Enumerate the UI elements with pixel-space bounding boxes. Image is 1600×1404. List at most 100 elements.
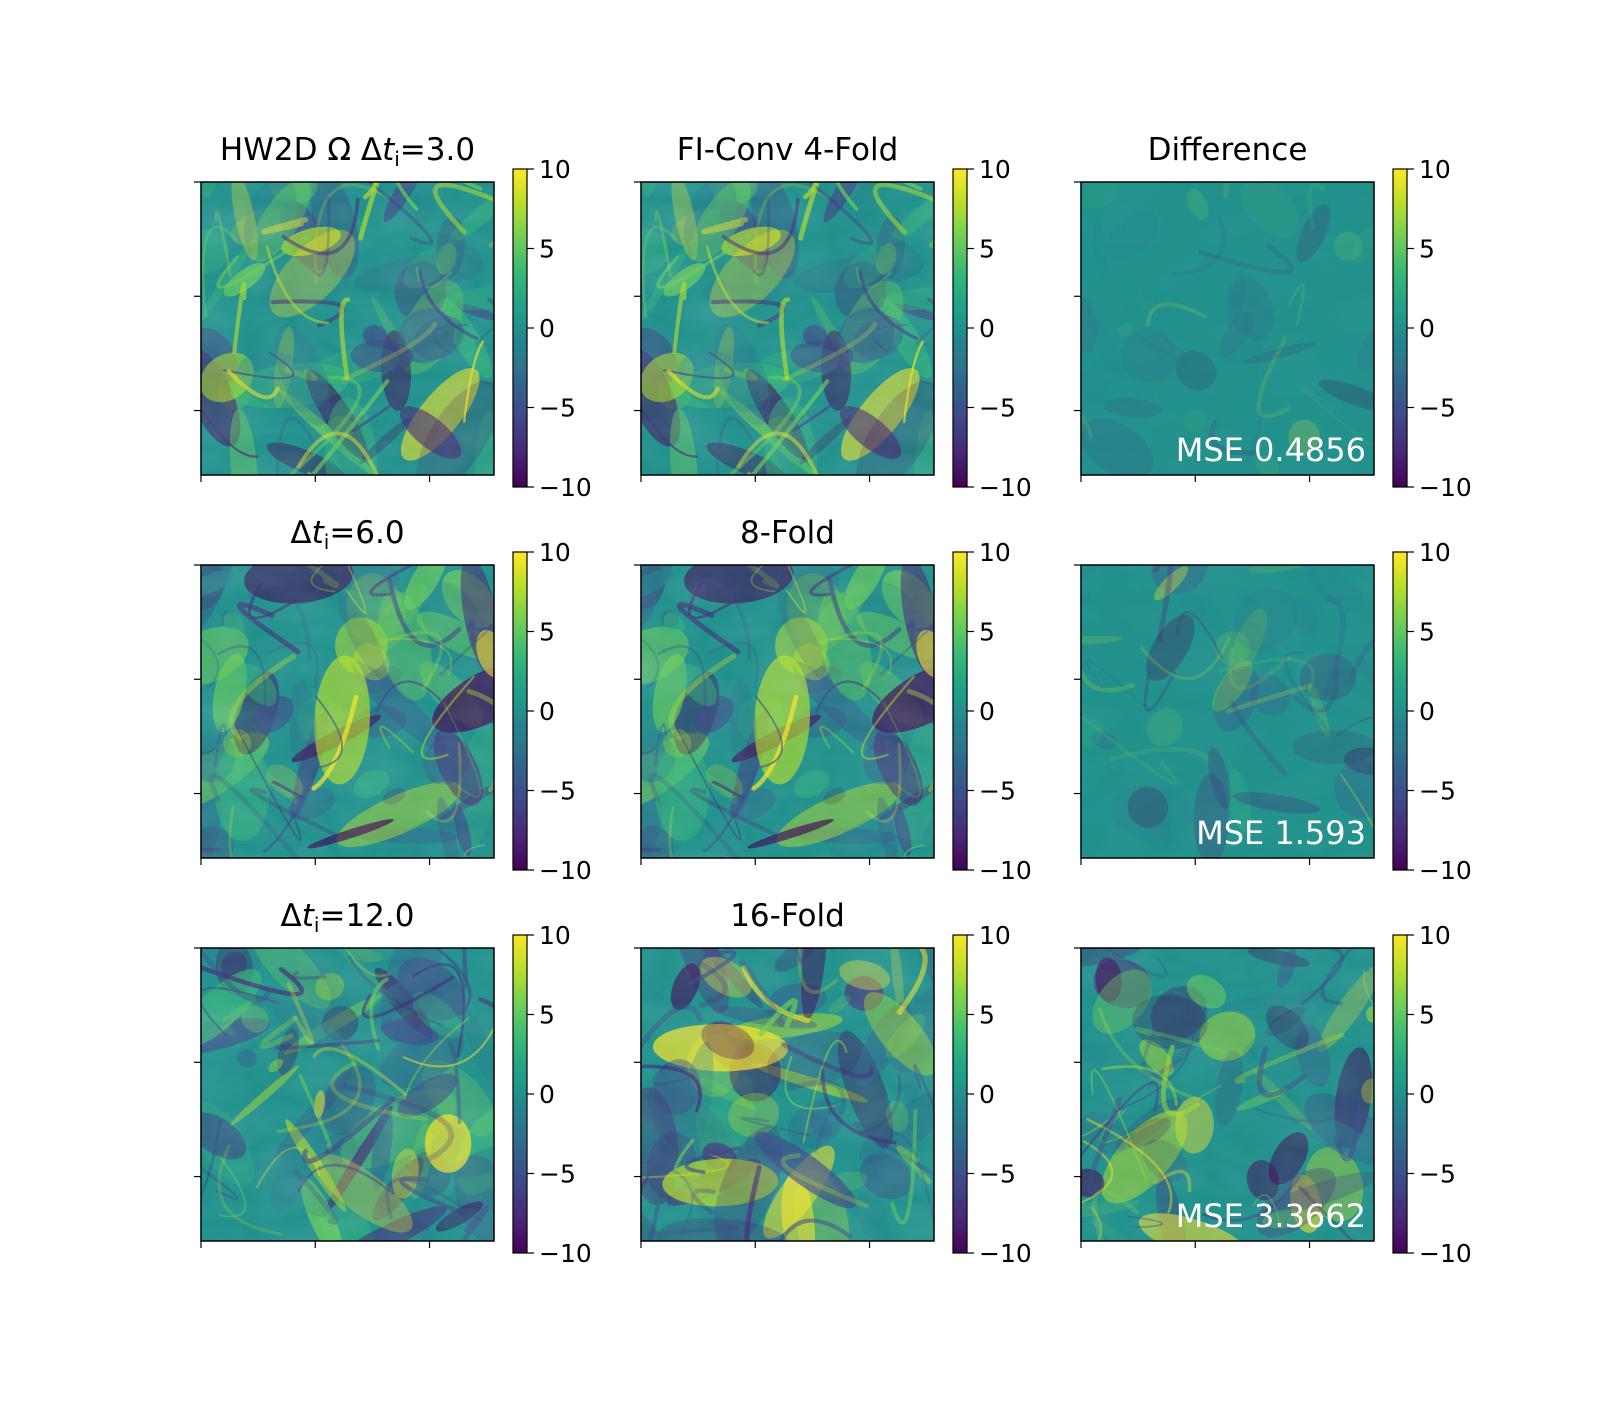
colorbar-tick-label: −5 [539, 1160, 576, 1189]
turbulence-overlay [641, 948, 934, 1241]
heatmap-field [1081, 565, 1374, 858]
colorbar-tick-label: −5 [1419, 777, 1456, 806]
colorbar-tick-label: −10 [539, 1239, 592, 1268]
colorbar-gradient [1392, 168, 1408, 488]
colorbar: 10 5 0 −5 −10 [952, 921, 1032, 1268]
vortex-streak [486, 297, 494, 306]
panel-title: Δti=12.0 [281, 898, 415, 937]
panel-title: 16-Fold [730, 898, 845, 934]
axes-frame [640, 181, 935, 476]
colorbar-tick-label: 10 [1419, 538, 1451, 567]
colorbar-tick-label: −5 [1419, 394, 1456, 423]
colorbar: 10 5 0 −5 −10 [512, 921, 592, 1268]
turbulence-overlay [1081, 182, 1374, 475]
panel-r1c1: 8-Fold 10 5 0 −5 −10 [634, 515, 1032, 885]
heatmap-field [201, 948, 494, 1241]
colorbar-tick-label: 5 [979, 618, 995, 647]
colorbar-tick-label: −5 [1419, 1160, 1456, 1189]
turbulence-overlay [201, 565, 494, 858]
turbulence-overlay [201, 948, 494, 1241]
colorbar-tick-label: −5 [979, 1160, 1016, 1189]
heatmap-field [1081, 948, 1374, 1241]
colorbar-tick-label: 10 [1419, 921, 1451, 950]
mse-annotation: MSE 1.593 [1196, 814, 1366, 852]
colorbar-tick-label: 10 [539, 155, 571, 184]
colorbar-tick-label: −10 [979, 1239, 1032, 1268]
panel-r2c2: MSE 3.3662 10 5 0 −5 −10 [1074, 921, 1472, 1268]
colorbar-tick-label: 10 [979, 155, 1011, 184]
mse-annotation: MSE 0.4856 [1176, 431, 1366, 469]
colorbar-gradient [952, 934, 968, 1254]
colorbar-tick-label: −10 [979, 856, 1032, 885]
colorbar-tick-label: 10 [979, 538, 1011, 567]
colorbar: 10 5 0 −5 −10 [952, 155, 1032, 502]
colorbar-tick-label: 0 [1419, 697, 1435, 726]
panel-r1c2: MSE 1.593 10 5 0 −5 −10 [1074, 538, 1472, 885]
turbulence-overlay [641, 565, 934, 858]
axes-frame [200, 947, 495, 1242]
panel-r2c1: 16-Fold 10 5 0 −5 −10 [634, 898, 1032, 1268]
colorbar-gradient [1392, 934, 1408, 1254]
colorbar-tick-label: 5 [539, 1001, 555, 1030]
colorbar-tick-label: 0 [979, 314, 995, 343]
axes-frame [640, 564, 935, 859]
colorbar: 10 5 0 −5 −10 [1392, 155, 1472, 502]
colorbar-tick-label: −5 [979, 394, 1016, 423]
axes-frame [1080, 947, 1375, 1242]
panel-r1c0: Δti=6.0 10 5 0 −5 −10 [194, 515, 592, 885]
colorbar-gradient [512, 168, 528, 488]
colorbar-tick-label: −10 [1419, 1239, 1472, 1268]
heatmap-field [201, 182, 494, 475]
colorbar-tick-label: 0 [539, 1080, 555, 1109]
colorbar-tick-label: 0 [1419, 314, 1435, 343]
axes-frame [1080, 564, 1375, 859]
colorbar-tick-label: −10 [1419, 473, 1472, 502]
turbulence-overlay [201, 182, 494, 475]
colorbar-tick-label: 0 [979, 697, 995, 726]
panel-title: 8-Fold [740, 515, 835, 551]
panel-title: HW2D Ω Δti=3.0 [220, 132, 475, 171]
colorbar-tick-label: 5 [1419, 618, 1435, 647]
mse-annotation: MSE 3.3662 [1176, 1197, 1366, 1235]
panel-title: Δti=6.0 [290, 515, 404, 554]
colorbar-tick-label: −10 [1419, 856, 1472, 885]
colorbar-tick-label: 5 [1419, 1001, 1435, 1030]
colorbar-tick-label: −5 [539, 394, 576, 423]
colorbar-tick-label: −5 [979, 777, 1016, 806]
vortex-streak [926, 297, 934, 306]
colorbar: 10 5 0 −5 −10 [952, 538, 1032, 885]
colorbar: 10 5 0 −5 −10 [512, 538, 592, 885]
colorbar-tick-label: −10 [979, 473, 1032, 502]
turbulence-overlay [641, 182, 934, 475]
colorbar-gradient [512, 551, 528, 871]
colorbar-tick-label: 10 [539, 538, 571, 567]
panel-title: FI-Conv 4-Fold [677, 132, 899, 168]
colorbar-tick-label: 0 [979, 1080, 995, 1109]
heatmap-field [641, 182, 934, 475]
colorbar-tick-label: 5 [979, 1001, 995, 1030]
axes-frame [200, 564, 495, 859]
colorbar-tick-label: 10 [979, 921, 1011, 950]
heatmap-field [641, 948, 934, 1241]
turbulence-overlay [1081, 565, 1374, 858]
colorbar-gradient [512, 934, 528, 1254]
heatmap-field [201, 565, 494, 858]
colorbar-tick-label: −10 [539, 856, 592, 885]
colorbar-tick-label: 5 [539, 618, 555, 647]
axes-frame [200, 181, 495, 476]
panel-r2c0: Δti=12.0 10 5 0 −5 −10 [194, 898, 592, 1268]
colorbar: 10 5 0 −5 −10 [512, 155, 592, 502]
colorbar-tick-label: −10 [539, 473, 592, 502]
colorbar-tick-label: 5 [979, 235, 995, 264]
colorbar-gradient [952, 168, 968, 488]
colorbar-tick-label: 0 [1419, 1080, 1435, 1109]
colorbar-gradient [1392, 551, 1408, 871]
axes-frame [640, 947, 935, 1242]
colorbar-tick-label: 10 [1419, 155, 1451, 184]
panel-r0c2: Difference MSE 0.4856 10 5 0 −5 −10 [1074, 132, 1472, 502]
colorbar-tick-label: 0 [539, 697, 555, 726]
colorbar-tick-label: 0 [539, 314, 555, 343]
colorbar: 10 5 0 −5 −10 [1392, 538, 1472, 885]
panel-r0c1: FI-Conv 4-Fold 10 5 0 −5 −10 [634, 132, 1032, 502]
